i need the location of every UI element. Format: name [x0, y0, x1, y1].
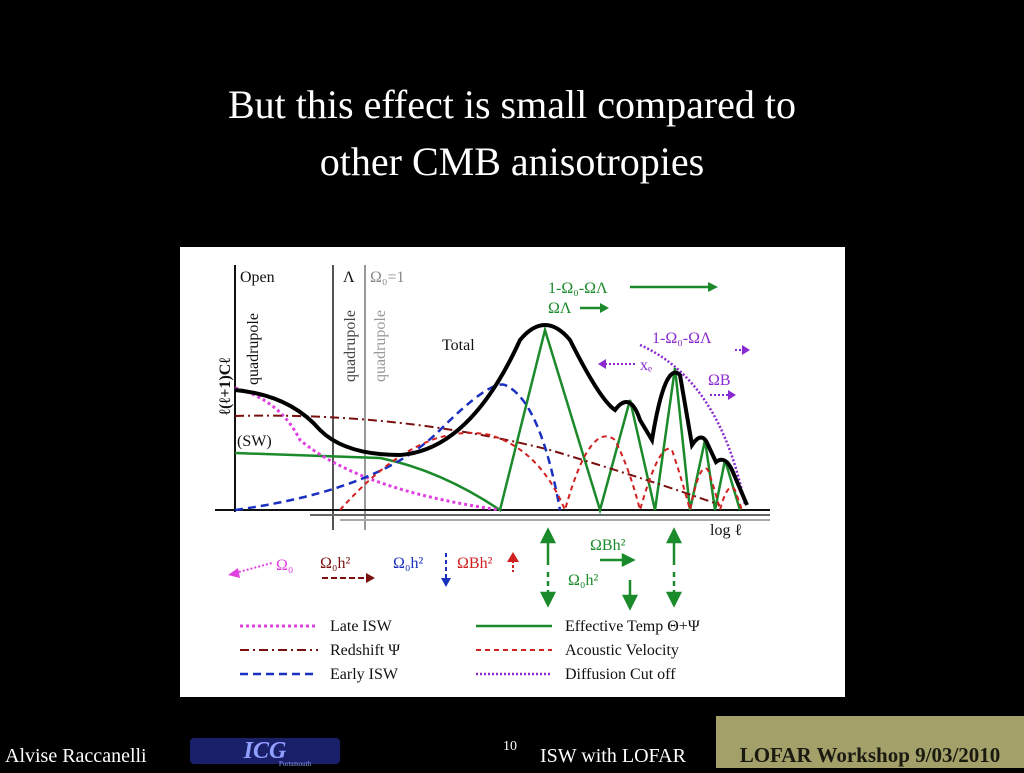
xe-label: xₑ	[640, 357, 652, 374]
arrowhead	[366, 573, 375, 583]
arrowhead	[441, 578, 451, 587]
flat-label: Ω₀=1	[370, 269, 405, 286]
title-line: But this effect is small compared to	[228, 82, 796, 127]
effective-temp-curve	[234, 325, 742, 515]
param-label: ΩBh²	[457, 555, 493, 572]
quadrupole-label: quadrupole	[245, 313, 262, 385]
acoustic-curve	[339, 431, 743, 514]
diffusion-curve	[639, 343, 747, 506]
param-label: Ω₀h²	[320, 555, 350, 572]
legend-label: Effective Temp Θ+Ψ	[565, 618, 700, 635]
figure: Open Λ Ω₀=1 quadrupole quadrupole quadru…	[180, 247, 845, 697]
early-isw-curve	[234, 383, 562, 512]
talk-title: ISW with LOFAR	[540, 745, 687, 767]
logo: ICG Portsmouth	[190, 738, 340, 768]
x-axis-label: log ℓ	[710, 522, 742, 539]
arrowhead	[742, 345, 750, 355]
param-label: ΩBh²	[590, 537, 626, 554]
total-label: Total	[442, 337, 475, 354]
lambda-label: Λ	[343, 269, 355, 286]
arrowhead	[708, 282, 718, 292]
open-label: Open	[240, 269, 275, 286]
page-number: 10	[503, 739, 517, 754]
param-label: Ω₀h²	[393, 555, 423, 572]
legend-label: Acoustic Velocity	[565, 642, 679, 659]
author: Alvise Raccanelli	[5, 745, 147, 767]
arrowhead	[507, 552, 519, 562]
redshift-curve	[234, 414, 721, 506]
y-axis-label: ℓ(ℓ+1)Cℓ	[217, 357, 234, 415]
logo-text: ICG	[243, 738, 287, 764]
legend-label: Late ISW	[330, 618, 393, 635]
sw-label: (SW)	[237, 433, 272, 450]
arrowhead	[600, 303, 609, 313]
legend: Late ISW Redshift Ψ Early ISW Effective …	[240, 618, 700, 683]
arrowhead	[228, 568, 240, 578]
arrowhead	[728, 390, 736, 400]
logo-background	[190, 738, 340, 764]
param-arrows	[539, 527, 683, 611]
param-label: Ω₀	[276, 557, 293, 574]
total-curve	[234, 323, 749, 506]
figure-background	[180, 247, 845, 697]
curvature-label: 1-Ω₀-ΩΛ	[548, 280, 608, 297]
legend-label: Early ISW	[330, 666, 399, 683]
quadrupole-label: quadrupole	[342, 310, 359, 382]
title-line: other CMB anisotropies	[320, 139, 704, 184]
legend-label: Diffusion Cut off	[565, 666, 676, 683]
omega-lambda-label: ΩΛ	[548, 300, 572, 317]
curvature-label: 1-Ω₀-ΩΛ	[652, 330, 712, 347]
logo-subtext: Portsmouth	[279, 760, 312, 768]
quadrupole-label: quadrupole	[372, 310, 389, 382]
event-box	[716, 716, 1024, 768]
param-label: Ω₀h²	[568, 572, 598, 589]
legend-label: Redshift Ψ	[330, 642, 400, 659]
event-title: LOFAR Workshop 9/03/2010	[740, 743, 1001, 767]
omega-b-label: ΩB	[708, 372, 731, 389]
late-isw-curve	[234, 386, 501, 512]
arrowhead	[598, 359, 606, 369]
